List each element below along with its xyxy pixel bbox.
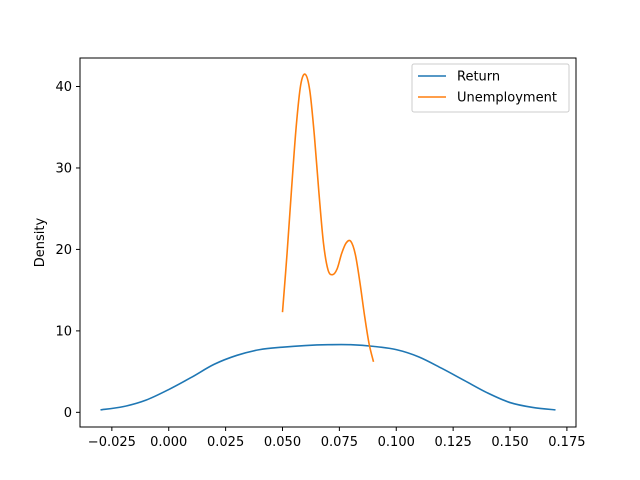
x-tick-label: 0.175 xyxy=(548,435,585,450)
x-tick-label: 0.100 xyxy=(378,435,415,450)
x-axis: −0.025 0.000 0.025 0.050 0.075 0.100 0.125 0.15… xyxy=(88,427,586,450)
x-tick-label: 0.025 xyxy=(207,435,244,450)
legend-label: Unemployment xyxy=(457,91,557,106)
y-axis-label: Density xyxy=(33,217,48,267)
y-tick-label: 10 xyxy=(55,324,72,339)
x-tick-label: 0.000 xyxy=(150,435,187,450)
y-axis: 0 10 20 30 40 xyxy=(55,80,80,421)
x-tick-label: 0.150 xyxy=(491,435,528,450)
x-tick-label: −0.025 xyxy=(88,435,136,450)
x-tick-label: 0.075 xyxy=(321,435,358,450)
x-tick-label: 0.125 xyxy=(435,435,472,450)
series-line-return xyxy=(100,343,556,411)
x-tick-label: 0.050 xyxy=(264,435,301,450)
series-line-unemployment xyxy=(281,73,375,363)
y-tick-label: 40 xyxy=(55,80,72,95)
legend-label: Return xyxy=(457,70,500,85)
legend-box xyxy=(411,63,570,113)
y-tick-label: 0 xyxy=(64,406,72,421)
series-layer xyxy=(100,73,556,411)
y-tick-label: 30 xyxy=(55,161,72,176)
plot-frame xyxy=(79,57,577,428)
y-tick-label: 20 xyxy=(55,243,72,258)
legend: Return Unemployment xyxy=(411,63,570,113)
